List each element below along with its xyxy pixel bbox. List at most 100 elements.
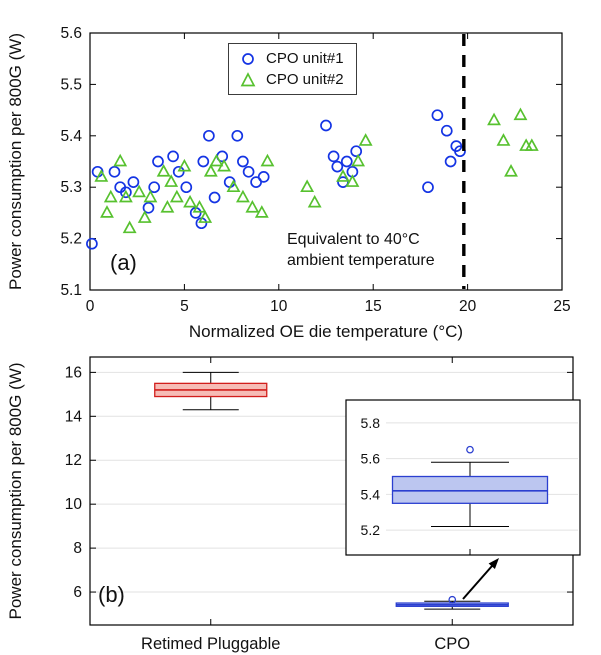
legend-circle-glyph bbox=[242, 52, 254, 65]
legend-label-cpo-unit2: CPO unit#2 bbox=[266, 71, 344, 88]
y-tick-label-b: 6 bbox=[73, 584, 82, 601]
y-tick-label-a: 5.5 bbox=[60, 76, 82, 93]
scatter-point-triangle bbox=[524, 138, 539, 151]
scatter-point-circle bbox=[180, 181, 193, 194]
scatter-point-triangle bbox=[245, 199, 260, 213]
scatter-point-circle bbox=[142, 201, 155, 214]
scatter-point-triangle bbox=[183, 194, 198, 208]
scatter-point-triangle bbox=[260, 153, 275, 167]
scatter-point-triangle bbox=[113, 153, 128, 167]
scatter-point-circle bbox=[208, 191, 221, 204]
x-tick-label-a: 15 bbox=[365, 298, 382, 315]
y-tick-label-b: 10 bbox=[65, 496, 83, 513]
inset-y-tick-label: 5.2 bbox=[361, 522, 381, 538]
y-tick-label-b: 16 bbox=[65, 364, 82, 381]
boxplot-retimed-pluggable bbox=[154, 371, 268, 411]
outlier-point bbox=[466, 445, 474, 454]
scatter-point-circle bbox=[237, 155, 249, 168]
scatter-point-triangle bbox=[235, 189, 250, 203]
scatter-point-triangle bbox=[336, 169, 350, 182]
panel-label-b: (b) bbox=[98, 582, 125, 607]
scatter-point-triangle bbox=[487, 112, 501, 126]
scatter-point-circle bbox=[257, 171, 270, 183]
box-body bbox=[391, 475, 549, 504]
scatter-point-circle bbox=[444, 155, 457, 168]
scatter-point-triangle bbox=[513, 107, 528, 121]
scatter-point-triangle bbox=[103, 189, 118, 203]
scatter-point-circle bbox=[320, 119, 332, 132]
boxplot-cpo bbox=[395, 595, 509, 610]
scatter-point-circle bbox=[331, 160, 344, 173]
scatter-point-triangle bbox=[358, 133, 373, 146]
scatter-point-triangle bbox=[351, 153, 366, 167]
scatter-point-circle bbox=[231, 129, 244, 142]
x-tick-label-a: 10 bbox=[270, 298, 288, 315]
scatter-point-circle bbox=[340, 155, 353, 168]
scatter-point-circle bbox=[337, 176, 349, 188]
circle-marker-icon bbox=[242, 52, 254, 65]
scatter-point-triangle bbox=[217, 158, 231, 172]
scatter-point-triangle bbox=[198, 210, 213, 223]
scatter-point-triangle bbox=[307, 194, 322, 208]
scatter-point-triangle bbox=[192, 199, 207, 213]
legend-triangle-glyph bbox=[240, 71, 256, 86]
x-axis-label-a: Normalized OE die temperature (°C) bbox=[189, 322, 463, 341]
scatter-point-circle bbox=[440, 124, 453, 137]
y-tick-label-a: 5.4 bbox=[60, 128, 82, 145]
x-tick-label-a: 20 bbox=[459, 298, 477, 315]
scatter-point-triangle bbox=[209, 153, 224, 167]
scatter-point-triangle bbox=[169, 189, 184, 203]
scatter-point-circle bbox=[203, 129, 215, 142]
scatter-point-triangle bbox=[177, 158, 192, 172]
scatter-point-triangle bbox=[496, 133, 511, 146]
scatter-point-circle bbox=[172, 165, 185, 178]
series-cpo-unit2 bbox=[94, 107, 539, 234]
scatter-point-triangle bbox=[156, 164, 171, 177]
scatter-point-triangle bbox=[122, 220, 137, 234]
y-tick-label-a: 5.6 bbox=[60, 25, 82, 42]
scatter-point-circle bbox=[431, 109, 444, 122]
scatter-point-circle bbox=[148, 181, 161, 194]
boxplot-cpo bbox=[391, 445, 549, 528]
scatter-point-circle bbox=[127, 176, 140, 188]
scatter-point-triangle bbox=[504, 164, 518, 177]
scatter-point-circle bbox=[422, 181, 434, 194]
y-tick-label-a: 5.2 bbox=[60, 231, 82, 248]
scatter-point-triangle bbox=[143, 189, 158, 203]
y-tick-label-b: 14 bbox=[65, 408, 83, 425]
scatter-point-triangle bbox=[164, 174, 179, 187]
scatter-point-triangle bbox=[160, 199, 175, 213]
scatter-point-circle bbox=[86, 237, 98, 250]
triangle-marker-icon bbox=[240, 71, 256, 86]
scatter-point-triangle bbox=[226, 179, 241, 193]
annotation-line-2: ambient temperature bbox=[287, 252, 435, 269]
scatter-point-circle bbox=[152, 155, 164, 168]
category-label-2: CPO bbox=[434, 635, 470, 653]
scatter-point-triangle bbox=[118, 189, 133, 203]
scatter-point-triangle bbox=[132, 184, 147, 198]
scatter-point-triangle bbox=[94, 169, 109, 182]
legend-panel-a: CPO unit#1 CPO unit#2 bbox=[228, 43, 357, 95]
scatter-point-circle bbox=[120, 186, 132, 199]
legend-label-cpo-unit1: CPO unit#1 bbox=[266, 50, 344, 67]
boxplot-chart-panel-b: 6 8 10 12 14 16 Retimed Pluggable CPO 5.2 5.4 5.6 5… bbox=[6, 356, 581, 653]
scatter-point-triangle bbox=[300, 179, 315, 193]
y-tick-label-b: 8 bbox=[73, 540, 82, 557]
category-label-1: Retimed Pluggable bbox=[141, 635, 280, 653]
annotation-line-1: Equivalent to 40°C bbox=[287, 231, 420, 248]
scatter-point-triangle bbox=[345, 174, 360, 187]
y-tick-label-b: 12 bbox=[65, 452, 82, 469]
scatter-point-triangle bbox=[203, 164, 218, 177]
scatter-point-circle bbox=[197, 155, 210, 168]
x-tick-label-a: 5 bbox=[180, 298, 189, 315]
panel-label-a: (a) bbox=[110, 250, 137, 275]
outlier-point bbox=[448, 595, 457, 604]
zoom-arrow-line bbox=[462, 565, 493, 600]
scatter-point-circle bbox=[350, 145, 363, 158]
scatter-point-circle bbox=[242, 165, 255, 178]
y-axis-label-a: Power consumption per 800G (W) bbox=[6, 33, 25, 290]
scatter-point-circle bbox=[327, 150, 340, 163]
scatter-point-circle bbox=[167, 150, 179, 163]
inset-y-tick-label: 5.8 bbox=[361, 415, 381, 431]
